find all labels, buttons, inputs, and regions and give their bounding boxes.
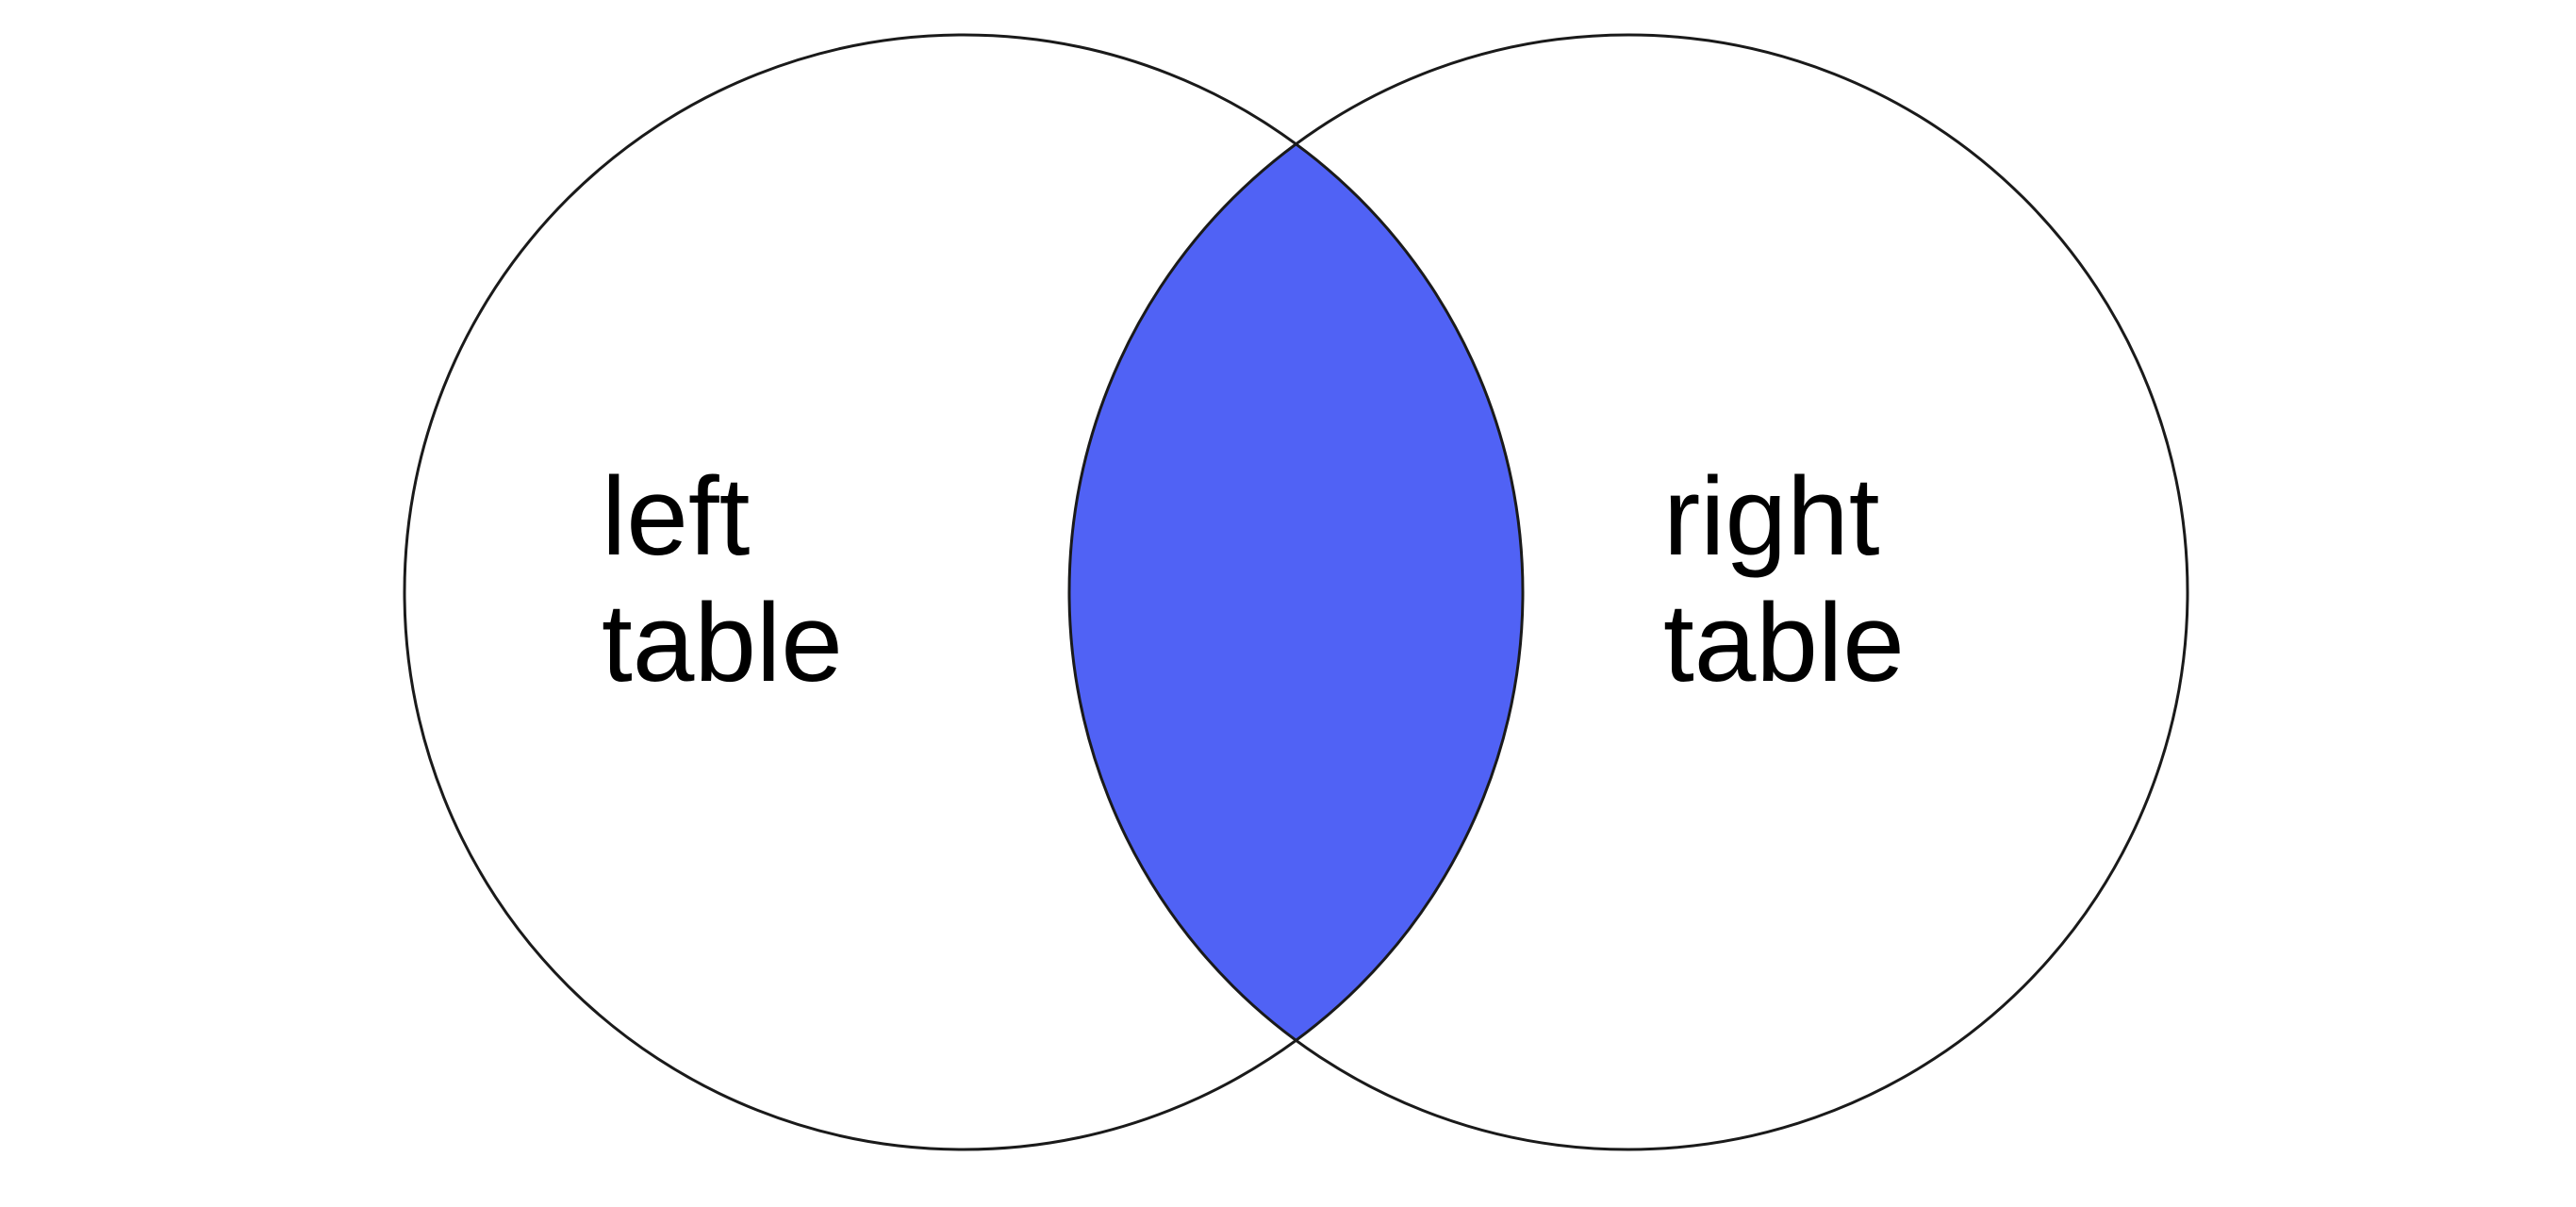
intersection-region xyxy=(1069,35,1523,1149)
left-table-label-line-2: table xyxy=(602,581,843,705)
left-table-label-line-1: left xyxy=(602,455,750,579)
left-table-circle xyxy=(403,33,1525,1151)
right-table-label-line-1: right xyxy=(1663,455,1880,579)
right-table-label-line-2: table xyxy=(1663,581,1905,705)
right-table-circle xyxy=(1067,33,2189,1151)
